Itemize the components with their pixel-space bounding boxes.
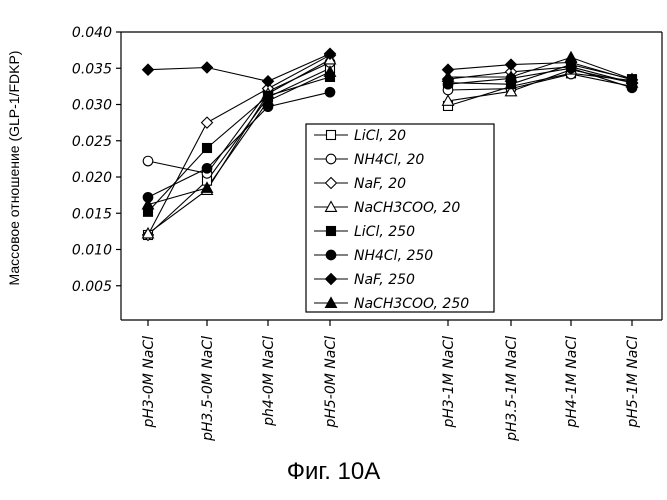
series-line	[147, 59, 331, 235]
y-tick-label: 0.040	[72, 25, 112, 41]
x-tick-label: pH3-1M NaCl	[441, 336, 457, 429]
data-point	[323, 65, 337, 77]
series-line	[447, 67, 633, 89]
series-line	[147, 62, 331, 175]
series-line	[147, 91, 331, 198]
data-point	[324, 296, 338, 308]
y-tick-label: 0.015	[72, 206, 112, 222]
legend-label: LiCl, 20	[354, 128, 406, 144]
series-lines	[147, 53, 633, 236]
legend: LiCl, 20 NH4Cl, 20 NaF, 20 NaCH3COO, 20 LiCl…	[305, 123, 495, 313]
series-line	[147, 71, 331, 206]
data-point	[141, 63, 155, 76]
axes: 0.005 0.010 0.015 0.020 0.025 0.030 0.035 0.040…	[72, 25, 663, 442]
y-tick-label: 0.025	[72, 134, 112, 150]
data-point	[504, 84, 518, 97]
series-line	[447, 64, 633, 85]
series-line	[448, 56, 633, 80]
legend-label: NaF, 250	[354, 272, 415, 288]
x-tick-label: pH5-1M NaCl	[625, 336, 641, 429]
y-tick-label: 0.010	[72, 243, 112, 259]
x-tick-label: pH4-1M NaCl	[564, 336, 580, 429]
data-point	[441, 94, 455, 106]
data-point	[324, 272, 338, 286]
data-point	[441, 70, 455, 82]
data-point	[200, 181, 214, 193]
x-tick-label: pH3.5-0M NaCl	[200, 336, 216, 442]
series-line	[447, 69, 633, 102]
legend-label: NaCH3COO, 250	[354, 296, 469, 312]
legend-label: NaCH3COO, 20	[354, 200, 460, 216]
y-tick-label: 0.020	[72, 170, 112, 186]
x-tick-label: ph4-0M NaCl	[261, 336, 277, 427]
x-tick-label: pH5-0M NaCl	[323, 336, 339, 429]
series-line	[447, 73, 633, 91]
legend-label: LiCl, 250	[354, 224, 415, 240]
series-line	[147, 76, 331, 213]
data-point	[324, 86, 336, 98]
series-line	[447, 61, 633, 81]
data-point	[141, 226, 155, 239]
data-point	[201, 162, 213, 174]
figure-caption: Фиг. 10A	[286, 458, 381, 485]
series-markers	[141, 47, 639, 242]
data-point	[325, 129, 337, 141]
data-point	[200, 61, 214, 74]
data-point	[201, 142, 213, 154]
data-point	[504, 58, 518, 71]
data-point	[324, 176, 338, 190]
legend-label: NaF, 20	[354, 176, 406, 192]
series-line	[147, 53, 331, 82]
data-point	[325, 225, 337, 237]
x-tick-label: pH3-0M NaCl	[141, 336, 157, 429]
data-point	[323, 47, 337, 61]
data-point	[325, 249, 337, 261]
series-line	[447, 66, 633, 84]
data-point	[325, 153, 337, 165]
series-line	[147, 54, 331, 236]
legend-box	[305, 123, 495, 313]
series-line	[147, 67, 331, 236]
legend-label: NH4Cl, 20	[354, 152, 424, 168]
data-point	[261, 94, 275, 106]
data-point	[324, 200, 338, 212]
y-axis-title: Массовое отношение (GLP-1/FDKP)	[6, 51, 22, 286]
data-point	[625, 72, 639, 85]
y-tick-label: 0.035	[72, 61, 112, 77]
y-tick-label: 0.005	[72, 279, 112, 295]
data-point	[142, 155, 154, 167]
x-tick-label: pH3.5-1M NaCl	[504, 336, 520, 442]
data-point	[200, 116, 214, 129]
data-point	[504, 70, 518, 82]
data-point	[564, 50, 578, 63]
y-tick-label: 0.030	[72, 98, 112, 114]
data-point	[141, 197, 155, 210]
legend-label: NH4Cl, 250	[354, 248, 433, 264]
data-point	[261, 75, 275, 88]
